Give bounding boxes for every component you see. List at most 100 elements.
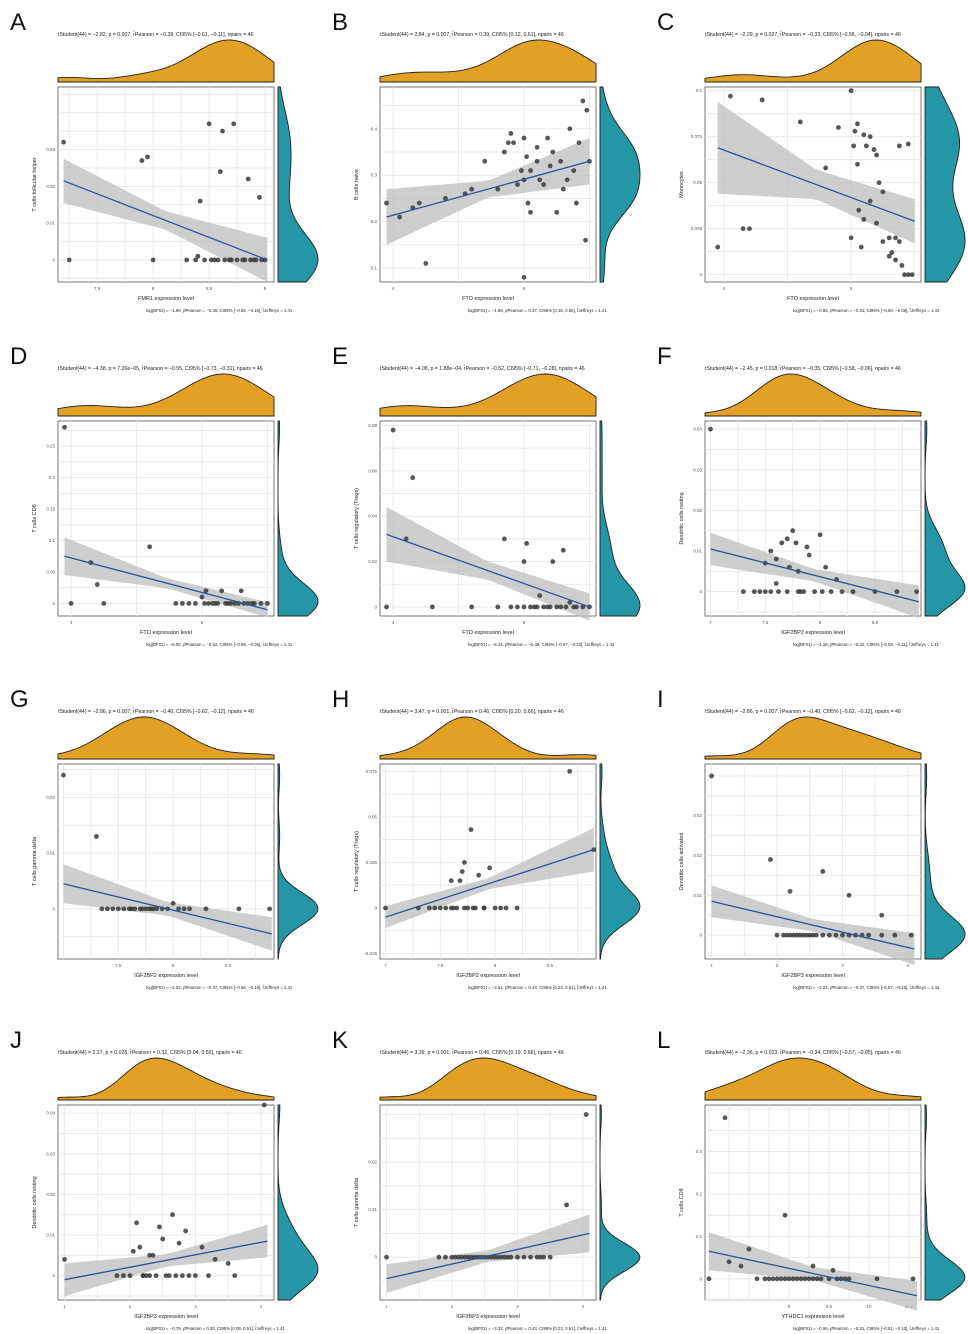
data-point <box>129 906 134 912</box>
y-tick-label: 0.2 <box>371 219 378 224</box>
y-tick-label: 0.03 <box>46 1151 55 1156</box>
data-point <box>170 900 176 906</box>
y-tick-label: 0.05 <box>368 814 377 819</box>
x-tick-label: 7.5 <box>762 620 769 625</box>
data-point <box>232 601 238 606</box>
y-tick-label: 0.1 <box>49 538 56 543</box>
data-point <box>776 589 781 595</box>
y-tick-label: 0.02 <box>46 795 55 800</box>
data-point <box>861 217 867 222</box>
data-point <box>818 1276 824 1282</box>
confidence-band <box>709 1232 917 1311</box>
x-axis-title: FTO expression level <box>462 296 514 302</box>
data-point <box>193 601 198 606</box>
data-point <box>728 93 733 99</box>
panel-letter: I <box>657 686 664 713</box>
data-point <box>839 589 845 595</box>
panel-letter: K <box>332 1027 348 1054</box>
x-tick-label: 3 <box>194 1304 197 1309</box>
data-point <box>267 906 273 912</box>
data-point <box>580 98 586 104</box>
stats-footer: log(BF01) = −0.96, ρ̂Pearson = −0.31, CI… <box>793 1326 940 1331</box>
data-point <box>197 198 203 204</box>
data-point <box>193 1273 198 1279</box>
x-tick-label: 4 <box>260 1304 263 1309</box>
data-point <box>225 1261 231 1266</box>
data-point <box>384 1254 389 1260</box>
data-point <box>583 1112 589 1117</box>
data-point <box>894 589 900 595</box>
data-point <box>457 878 463 884</box>
confidence-band <box>64 537 268 618</box>
y-axis-title: T cells follicular helper <box>32 157 38 211</box>
data-point <box>384 604 389 610</box>
x-tick-label: 10 <box>866 1304 872 1309</box>
data-point <box>121 906 127 912</box>
x-tick-label: 2 <box>451 1304 454 1309</box>
y-marginal-density <box>599 763 641 960</box>
data-point <box>443 905 449 911</box>
y-axis-title: T cells regulatory (Tregs) <box>354 488 360 549</box>
data-point <box>910 1276 916 1282</box>
data-point <box>508 1254 514 1260</box>
x-axis-title: FMR1 expression level <box>138 296 194 302</box>
y-tick-label: 0.01 <box>46 851 55 856</box>
data-point <box>547 1254 553 1260</box>
data-point <box>99 906 105 912</box>
data-point <box>751 589 757 595</box>
x-tick-label: 9 <box>264 286 267 291</box>
data-point <box>774 1276 780 1282</box>
data-point <box>558 604 564 610</box>
x-marginal-density <box>704 39 922 83</box>
data-point <box>508 604 514 610</box>
data-point <box>768 857 773 862</box>
x-tick-label: 5 <box>523 620 526 625</box>
data-point <box>846 892 852 898</box>
y-axis-title: T cells CD8 <box>679 1188 685 1216</box>
y-axis-title: Dendritic cells resting <box>32 1176 38 1228</box>
data-point <box>206 1273 211 1279</box>
data-point <box>784 589 790 595</box>
x-axis-title: IGF2BP3 expression level <box>134 1314 198 1320</box>
data-point <box>812 589 818 595</box>
data-point <box>782 1212 788 1218</box>
data-point <box>492 905 498 911</box>
x-tick-label: 8 <box>152 286 155 291</box>
x-marginal-density <box>704 1057 922 1101</box>
data-point <box>203 588 209 594</box>
y-tick-label: 0 <box>374 905 377 910</box>
x-axis-title: IGF2BP2 expression level <box>781 630 845 636</box>
data-point <box>462 860 467 865</box>
data-point <box>193 257 199 263</box>
data-point <box>390 427 396 433</box>
data-point <box>813 932 819 938</box>
data-point <box>140 906 145 912</box>
data-point <box>498 905 504 911</box>
data-point <box>819 589 825 595</box>
y-marginal-density <box>277 86 319 283</box>
x-axis-title: FTO expression level <box>787 296 839 302</box>
y-tick-label: 0.1 <box>696 88 703 93</box>
data-point <box>521 604 527 610</box>
x-marginal-density <box>57 716 275 760</box>
data-point <box>154 906 160 912</box>
data-point <box>541 182 547 187</box>
data-point <box>550 149 556 155</box>
y-tick-label: 0 <box>52 601 55 606</box>
stats-footer: log(BF01) = −2.03, ρ̂Pearson = −0.37, CI… <box>793 985 940 990</box>
stats-footer: log(BF01) = −2.03, ρ̂Pearson = −0.37, CI… <box>146 985 293 990</box>
stats-header: tStudent(44) = −4.08, p = 1.88e−04, r̂Pe… <box>380 365 585 372</box>
panel-letter: H <box>332 686 349 713</box>
stats-footer: log(BF01) = −6.00, ρ̂Pearson = −0.52, CI… <box>146 642 293 647</box>
y-tick-label: 0 <box>699 589 702 594</box>
y-tick-label: 0 <box>699 272 702 277</box>
data-point <box>186 601 192 606</box>
data-point <box>855 121 860 127</box>
data-point <box>524 154 530 160</box>
stats-header: tStudent(44) = −2.82, p = 0.007, r̂Pears… <box>58 31 254 38</box>
data-point <box>187 906 192 912</box>
data-point <box>208 257 214 263</box>
x-tick-label: 8 <box>819 620 822 625</box>
